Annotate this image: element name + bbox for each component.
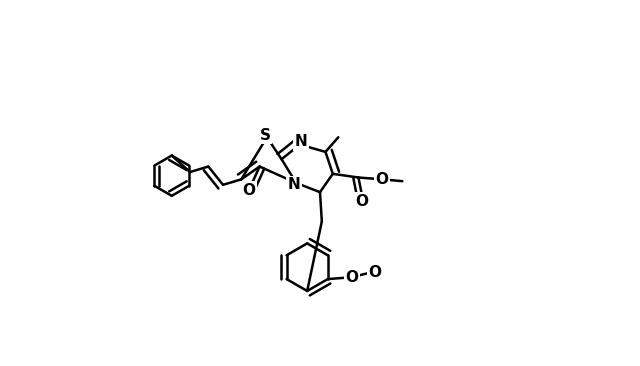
Text: O: O <box>345 270 358 285</box>
Text: O: O <box>376 172 388 187</box>
Text: N: N <box>294 134 307 149</box>
Text: S: S <box>260 128 271 143</box>
Text: O: O <box>242 183 255 198</box>
Text: O: O <box>368 265 381 280</box>
Text: N: N <box>288 178 301 192</box>
Text: O: O <box>356 194 369 209</box>
